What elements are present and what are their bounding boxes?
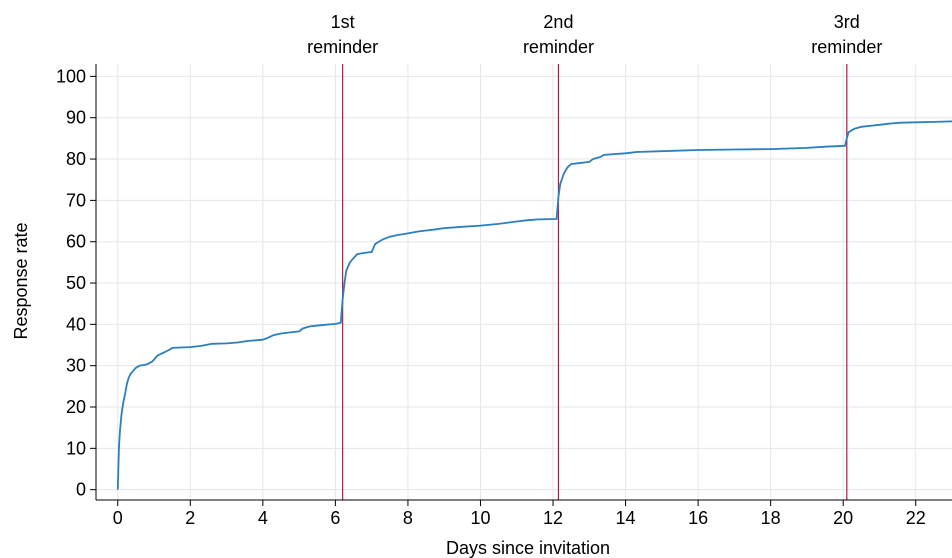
y-tick-label: 40 xyxy=(66,314,86,334)
x-tick-label: 12 xyxy=(543,508,563,528)
reminder-label-2-line1: 2nd xyxy=(543,12,573,32)
y-tick-label: 90 xyxy=(66,108,86,128)
y-tick-label: 10 xyxy=(66,438,86,458)
reminder-label-2-line2: reminder xyxy=(523,37,594,57)
series-line-1 xyxy=(116,120,952,490)
y-tick-label: 20 xyxy=(66,397,86,417)
y-tick-label: 30 xyxy=(66,356,86,376)
axes xyxy=(95,64,952,501)
y-tick-label: 60 xyxy=(66,232,86,252)
x-axis-label: Days since invitation xyxy=(446,538,610,558)
y-tick-label: 100 xyxy=(56,66,86,86)
reminder-reference-lines: 1st reminder 2nd reminder 3rd reminder xyxy=(307,12,882,500)
x-tick-label: 10 xyxy=(470,508,490,528)
x-tick-label: 22 xyxy=(906,508,926,528)
x-tick-label: 6 xyxy=(330,508,340,528)
x-tick-label: 2 xyxy=(185,508,195,528)
reminder-label-1-line1: 1st xyxy=(331,12,355,32)
x-axis-ticks: 0 2 4 6 8 10 12 14 16 18 20 22 xyxy=(113,500,926,528)
y-axis-label: Response rate xyxy=(11,222,31,339)
y-tick-label: 70 xyxy=(66,190,86,210)
x-tick-label: 0 xyxy=(113,508,123,528)
y-tick-label: 50 xyxy=(66,273,86,293)
grid-lines xyxy=(96,64,952,500)
x-tick-label: 8 xyxy=(403,508,413,528)
response-rate-series xyxy=(116,120,952,490)
y-tick-label: 80 xyxy=(66,149,86,169)
x-tick-label: 14 xyxy=(616,508,636,528)
y-tick-label: 0 xyxy=(76,480,86,500)
reminder-label-3-line2: reminder xyxy=(811,37,882,57)
x-tick-label: 20 xyxy=(833,508,853,528)
y-axis-ticks: 0 10 20 30 40 50 60 70 80 90 100 xyxy=(56,66,96,500)
x-tick-label: 4 xyxy=(258,508,268,528)
x-tick-label: 16 xyxy=(688,508,708,528)
x-tick-label: 18 xyxy=(761,508,781,528)
reminder-label-1-line2: reminder xyxy=(307,37,378,57)
reminder-label-3-line1: 3rd xyxy=(834,12,860,32)
